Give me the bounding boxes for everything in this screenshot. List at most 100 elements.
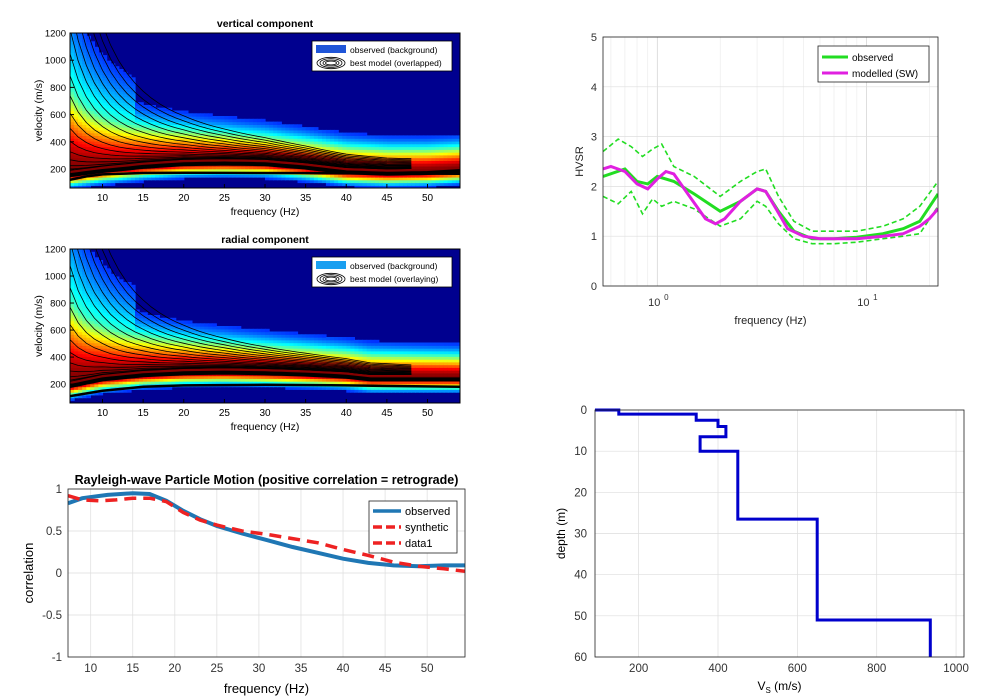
energy-cell [135,174,140,178]
energy-cell [252,132,258,136]
energy-cell [135,320,140,324]
energy-cell [70,77,75,81]
energy-cell [439,350,445,355]
energy-cell [102,273,108,278]
energy-cell [447,345,453,349]
energy-cell [273,127,278,131]
energy-cell [159,118,165,123]
energy-cell [289,342,295,346]
energy-cell [224,143,230,148]
energy-cell [135,361,140,366]
energy-cell [90,298,95,302]
energy-cell [159,132,165,136]
energy-cell [179,116,185,120]
energy-cell [86,301,91,305]
energy-cell [293,132,299,136]
energy-cell [151,337,156,341]
energy-cell [118,174,124,178]
energy-cell [151,381,156,385]
energy-cell [102,113,108,117]
energy-cell [90,262,95,267]
energy-cell [443,367,449,371]
energy-cell [195,113,201,117]
energy-cell [289,370,295,374]
energy-cell [342,353,347,357]
energy-cell [309,378,315,382]
energy-cell [155,345,160,349]
energy-cell [395,381,400,385]
energy-cell [78,55,83,59]
energy-cell [435,160,441,164]
energy-cell [297,149,303,153]
energy-cell [187,127,193,131]
energy-cell [252,345,258,349]
energy-cell [350,135,355,139]
energy-cell [224,138,230,142]
energy-cell [147,176,152,181]
energy-cell [130,146,136,150]
energy-cell [208,323,213,327]
energy-cell [411,174,416,178]
energy-cell [313,334,319,338]
energy-cell [403,381,408,385]
energy-cell [94,93,100,98]
energy-cell [297,132,303,136]
energy-cell [423,138,429,142]
energy-cell [366,348,372,352]
energy-cell [281,331,286,335]
energy-cell [110,293,116,297]
energy-cell [419,182,425,186]
energy-cell [216,168,221,172]
energy-cell [143,317,148,322]
energy-cell [301,334,307,338]
energy-cell [285,132,290,136]
energy-cell [90,265,95,269]
energy-cell [309,381,315,385]
energy-cell [118,383,124,388]
energy-cell [321,356,327,360]
energy-cell [187,367,193,371]
energy-cell [224,378,230,382]
energy-cell [427,182,433,186]
energy-cell [114,378,120,382]
energy-cell [285,339,290,344]
energy-cell [82,35,87,40]
energy-cell [403,143,408,148]
energy-cell [281,353,286,357]
energy-cell [277,345,282,349]
energy-cell [106,273,112,278]
energy-cell [98,276,104,280]
energy-cell [200,331,205,335]
energy-cell [240,350,246,355]
energy-cell [102,127,108,131]
energy-cell [151,143,156,148]
energy-cell [431,350,437,355]
energy-cell [260,143,266,148]
energy-cell [451,389,457,393]
energy-cell [171,121,177,125]
energy-cell [411,165,416,170]
energy-cell [439,361,445,366]
energy-cell [106,165,112,170]
energy-cell [451,375,457,379]
energy-cell [110,77,116,81]
energy-cell [427,185,433,188]
energy-cell [313,129,319,134]
energy-cell [126,378,132,382]
energy-cell [147,337,152,341]
energy-cell [147,326,152,330]
energy-cell [386,135,392,139]
energy-cell [195,140,201,145]
energy-cell [399,135,404,139]
energy-cell [90,359,95,363]
energy-cell [415,168,420,172]
energy-cell [265,328,270,333]
energy-cell [118,315,124,319]
energy-cell [171,337,177,341]
energy-cell [106,110,112,114]
energy-cell [94,124,100,128]
energy-cell [431,154,437,159]
energy-cell [175,143,181,148]
energy-cell [236,348,242,352]
energy-cell [248,127,254,131]
